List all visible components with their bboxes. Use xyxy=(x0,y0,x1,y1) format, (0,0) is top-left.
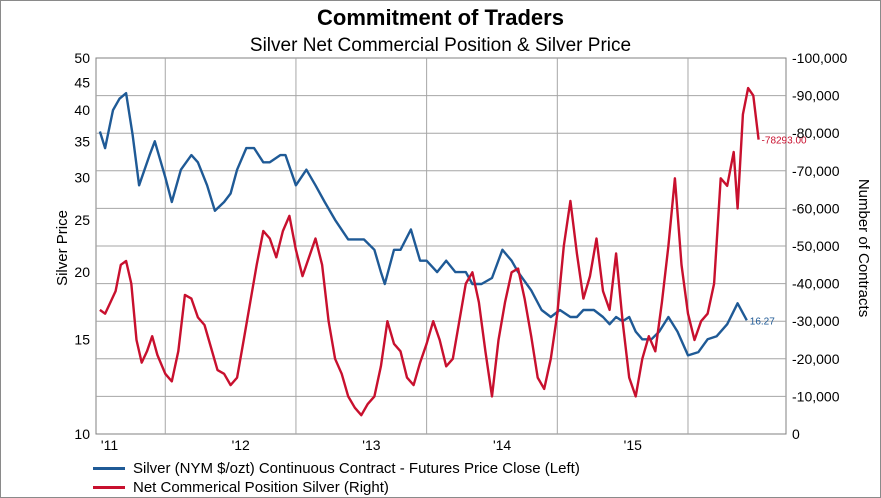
legend-label-silver: Silver (NYM $/ozt) Continuous Contract -… xyxy=(133,460,580,477)
silver-price-line xyxy=(98,92,748,357)
right-tick-label: -30,000 xyxy=(792,313,840,329)
left-tick-label: 50 xyxy=(74,50,90,66)
silver-price-end-label: 16.27 xyxy=(750,316,775,327)
x-tick-label: '13 xyxy=(362,437,380,453)
legend-swatch-silver xyxy=(93,467,125,470)
left-tick-label: 25 xyxy=(74,212,90,228)
left-tick-label: 40 xyxy=(74,102,90,118)
left-tick-label: 45 xyxy=(74,75,90,91)
x-tick-label: '12 xyxy=(232,437,250,453)
right-tick-label: -20,000 xyxy=(792,351,840,367)
right-tick-label: -60,000 xyxy=(792,200,840,216)
legend-label-net: Net Commerical Position Silver (Right) xyxy=(133,479,389,496)
legend-item-silver: Silver (NYM $/ozt) Continuous Contract -… xyxy=(93,459,580,478)
net-commercial-line xyxy=(99,86,760,417)
x-tick-label: '11 xyxy=(101,437,118,453)
y-axis-label-right: Number of Contracts xyxy=(855,179,872,317)
x-tick-label: '14 xyxy=(493,437,511,453)
x-tick-label: '15 xyxy=(624,437,642,453)
right-tick-label: -50,000 xyxy=(792,238,840,254)
right-tick-label: -40,000 xyxy=(792,276,840,292)
left-tick-label: 15 xyxy=(74,331,90,347)
left-tick-label: 30 xyxy=(74,169,90,185)
right-tick-label: 0 xyxy=(792,426,800,442)
left-tick-label: 20 xyxy=(74,264,90,280)
legend-swatch-net xyxy=(93,486,125,489)
right-tick-label: -70,000 xyxy=(792,163,840,179)
chart-title: Commitment of Traders xyxy=(317,5,564,30)
chart-subtitle: Silver Net Commercial Position & Silver … xyxy=(249,35,632,56)
left-tick-label: 35 xyxy=(74,133,90,149)
legend-item-net: Net Commerical Position Silver (Right) xyxy=(93,478,580,497)
right-tick-label: -10,000 xyxy=(792,388,840,404)
legend: Silver (NYM $/ozt) Continuous Contract -… xyxy=(93,459,580,497)
net-commercial-end-label: -78293.00 xyxy=(762,136,807,147)
right-tick-label: -90,000 xyxy=(792,88,840,104)
right-tick-label: -100,000 xyxy=(792,50,847,66)
y-axis-label-left: Silver Price xyxy=(54,210,71,286)
left-tick-label: 10 xyxy=(74,426,90,442)
right-tick-label: -80,000 xyxy=(792,125,840,141)
